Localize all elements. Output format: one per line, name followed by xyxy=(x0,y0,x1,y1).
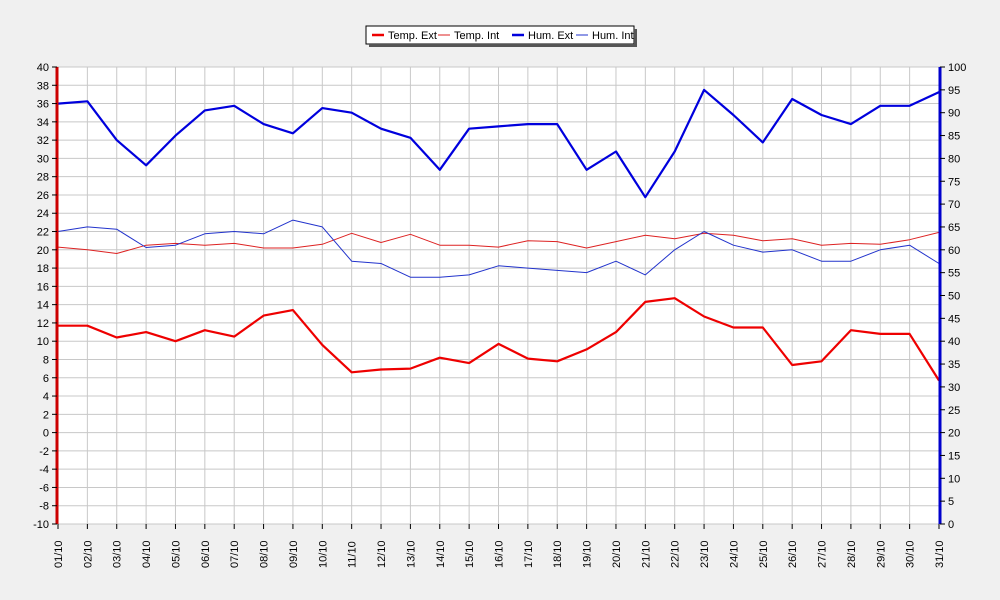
x-tick-label: 28/10 xyxy=(846,540,858,568)
left-tick-label: 40 xyxy=(37,62,49,74)
right-tick-label: 75 xyxy=(948,176,960,188)
x-tick-label: 05/10 xyxy=(170,540,182,568)
x-tick-label: 18/10 xyxy=(552,540,564,568)
x-tick-label: 09/10 xyxy=(288,540,300,568)
left-tick-label: 38 xyxy=(37,80,49,92)
right-tick-label: 90 xyxy=(948,108,960,120)
x-tick-label: 10/10 xyxy=(317,540,329,568)
right-tick-label: 45 xyxy=(948,313,960,325)
left-tick-label: 4 xyxy=(43,391,49,403)
right-tick-label: 5 xyxy=(948,496,954,508)
x-tick-label: 29/10 xyxy=(875,540,887,568)
x-tick-label: 15/10 xyxy=(464,540,476,568)
left-tick-label: 14 xyxy=(37,300,49,312)
legend-label: Temp. Ext xyxy=(388,30,437,42)
left-tick-label: 34 xyxy=(37,117,49,129)
left-tick-label: -6 xyxy=(39,482,49,494)
x-tick-label: 24/10 xyxy=(728,540,740,568)
right-tick-label: 50 xyxy=(948,291,960,303)
x-tick-label: 25/10 xyxy=(758,540,770,568)
x-tick-label: 06/10 xyxy=(200,540,212,568)
right-tick-label: 15 xyxy=(948,450,960,462)
left-tick-label: 30 xyxy=(37,153,49,165)
left-tick-label: 20 xyxy=(37,245,49,257)
right-tick-label: 55 xyxy=(948,268,960,280)
x-tick-label: 27/10 xyxy=(817,540,829,568)
left-tick-label: 22 xyxy=(37,227,49,239)
x-axis: 01/10 02/10 03/10 04/10 05/10 06/10 07/10 08/10… xyxy=(53,524,946,568)
left-tick-label: 26 xyxy=(37,190,49,202)
x-tick-label: 22/10 xyxy=(670,540,682,568)
x-tick-label: 04/10 xyxy=(141,540,153,568)
right-tick-label: 60 xyxy=(948,245,960,257)
series-line-hum-ext xyxy=(57,88,940,199)
right-axis: 0 5 10 15 20 25 30 35 40 45 50 55 60 65 70 75 80 85 90 95 10… xyxy=(938,62,966,531)
left-tick-label: -10 xyxy=(33,519,49,531)
legend-label: Hum. Ext xyxy=(528,30,573,42)
right-tick-label: 35 xyxy=(948,359,960,371)
left-tick-label: 12 xyxy=(37,318,49,330)
series-layer xyxy=(57,88,940,382)
x-tick-label: 21/10 xyxy=(640,540,652,568)
left-tick-label: 6 xyxy=(43,373,49,385)
right-tick-label: 85 xyxy=(948,131,960,143)
series-line-hum-int xyxy=(57,219,940,278)
legend-shadow xyxy=(634,29,637,47)
right-tick-label: 40 xyxy=(948,336,960,348)
left-tick-label: 0 xyxy=(43,428,49,440)
legend: Temp. Ext Temp. Int Hum. Ext Hum. Int xyxy=(365,25,637,47)
x-tick-label: 23/10 xyxy=(699,540,711,568)
right-tick-label: 100 xyxy=(948,62,966,74)
x-tick-label: 17/10 xyxy=(523,540,535,568)
x-tick-label: 20/10 xyxy=(611,540,623,568)
left-tick-label: 36 xyxy=(37,99,49,111)
legend-shadow-bottom xyxy=(369,44,637,47)
left-tick-label: -4 xyxy=(39,464,49,476)
left-tick-label: -8 xyxy=(39,501,49,513)
left-axis: -10-8-6-4-202468101214161820222426283032… xyxy=(33,62,59,531)
left-tick-label: 28 xyxy=(37,172,49,184)
x-tick-label: 26/10 xyxy=(787,540,799,568)
right-tick-label: 80 xyxy=(948,153,960,165)
legend-label: Temp. Int xyxy=(454,30,499,42)
x-tick-label: 12/10 xyxy=(376,540,388,568)
x-tick-label: 16/10 xyxy=(494,540,506,568)
right-tick-label: 95 xyxy=(948,85,960,97)
left-tick-label: 10 xyxy=(37,336,49,348)
right-tick-label: 10 xyxy=(948,473,960,485)
left-tick-label: -2 xyxy=(39,446,49,458)
right-tick-label: 20 xyxy=(948,428,960,440)
x-tick-label: 11/10 xyxy=(347,541,359,568)
grid xyxy=(57,66,940,525)
x-tick-label: 02/10 xyxy=(82,540,94,568)
left-tick-label: 16 xyxy=(37,281,49,293)
x-tick-label: 03/10 xyxy=(112,540,124,568)
left-tick-label: 2 xyxy=(43,409,49,421)
series-line-temp-ext xyxy=(58,297,940,382)
left-tick-label: 24 xyxy=(37,208,49,220)
x-tick-label: 30/10 xyxy=(905,540,917,568)
x-tick-label: 08/10 xyxy=(259,540,271,568)
right-tick-label: 65 xyxy=(948,222,960,234)
left-tick-label: 18 xyxy=(37,263,49,275)
x-tick-label: 13/10 xyxy=(405,540,417,568)
x-tick-label: 07/10 xyxy=(229,540,241,568)
series-line-temp-int xyxy=(57,231,940,254)
legend-label: Hum. Int xyxy=(592,30,634,42)
right-tick-label: 25 xyxy=(948,405,960,417)
x-tick-label: 31/10 xyxy=(934,540,946,568)
left-tick-label: 32 xyxy=(37,135,49,147)
x-tick-label: 01/10 xyxy=(53,540,65,568)
right-tick-label: 0 xyxy=(948,519,954,531)
x-tick-label: 14/10 xyxy=(435,540,447,568)
right-tick-label: 30 xyxy=(948,382,960,394)
left-tick-label: 8 xyxy=(43,354,49,366)
right-tick-label: 70 xyxy=(948,199,960,211)
x-tick-label: 19/10 xyxy=(582,540,594,568)
